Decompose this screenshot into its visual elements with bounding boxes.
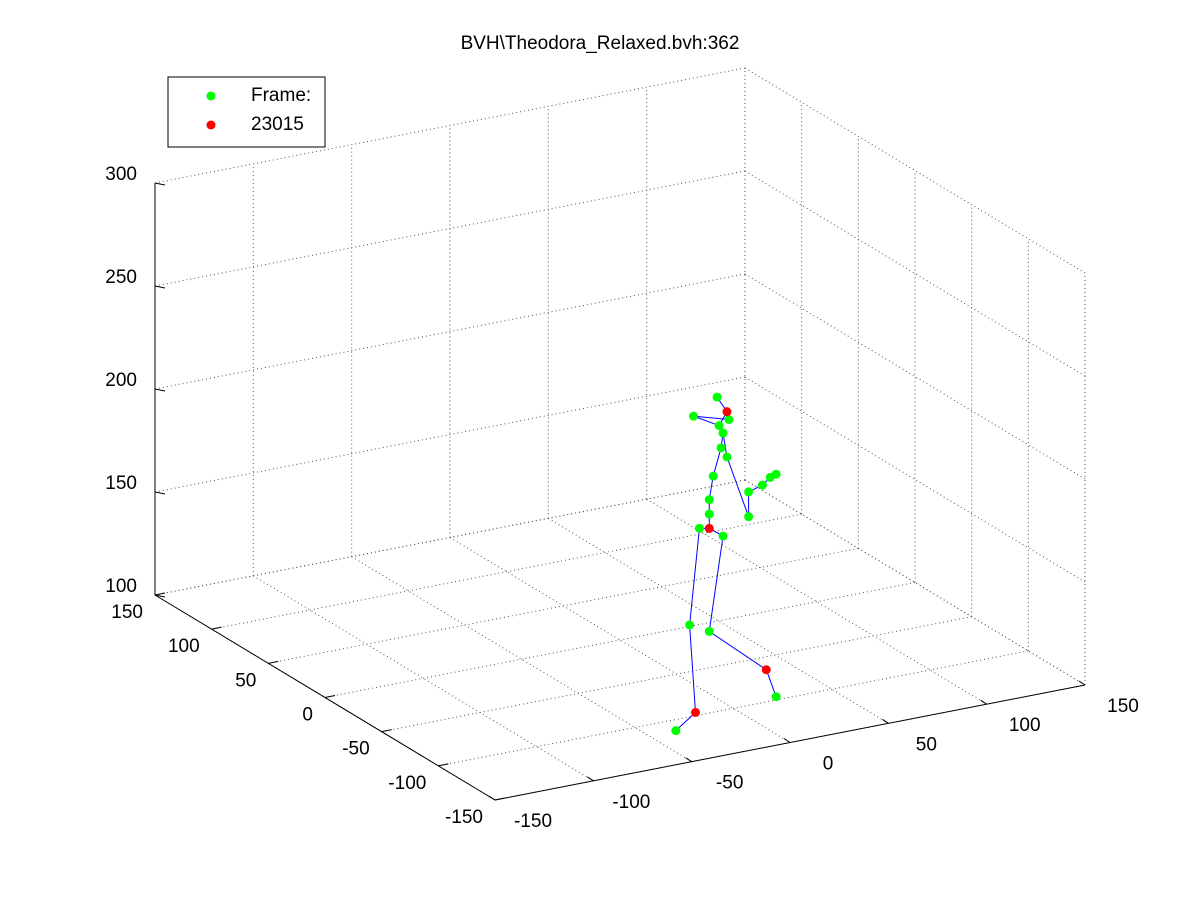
joint-point bbox=[689, 411, 699, 421]
grid-line bbox=[381, 616, 972, 733]
grid-line bbox=[744, 273, 1086, 480]
y-tick-label: 150 bbox=[111, 602, 143, 623]
y-tick-label: 0 bbox=[302, 705, 313, 726]
y-tick bbox=[211, 626, 222, 630]
grid-line bbox=[154, 376, 746, 493]
z-tick bbox=[154, 388, 166, 392]
grid-line bbox=[154, 273, 746, 390]
y-tick bbox=[438, 763, 449, 767]
x-tick bbox=[685, 757, 692, 763]
grid-line bbox=[324, 582, 916, 698]
x-tick-label: 150 bbox=[1107, 696, 1139, 717]
grid-line bbox=[744, 376, 1086, 583]
joint-point bbox=[691, 707, 700, 717]
x-tick-label: -150 bbox=[514, 811, 552, 832]
x-tick bbox=[980, 699, 987, 705]
joint-point bbox=[694, 523, 704, 533]
x-tick bbox=[1078, 680, 1086, 686]
y-tick-label: -100 bbox=[388, 773, 426, 794]
x-tick bbox=[488, 795, 496, 801]
z-tick-label: 300 bbox=[105, 164, 137, 185]
legend-label: 23015 bbox=[251, 114, 304, 135]
joint-point bbox=[771, 469, 781, 479]
grid-line bbox=[438, 650, 1029, 767]
z-tick bbox=[154, 182, 166, 186]
joint-point bbox=[716, 443, 726, 453]
z-tick bbox=[154, 491, 166, 495]
joint-point bbox=[724, 415, 734, 425]
legend-marker bbox=[206, 120, 216, 130]
legend-marker bbox=[206, 91, 216, 101]
joint-point bbox=[704, 626, 714, 636]
y-tick-label: 50 bbox=[235, 670, 256, 691]
grid-line bbox=[154, 67, 746, 184]
y-tick bbox=[494, 797, 506, 801]
joint-point bbox=[761, 665, 771, 675]
grid-line bbox=[154, 170, 746, 287]
joint-point bbox=[722, 407, 732, 417]
joint-point bbox=[744, 512, 754, 522]
grid-line bbox=[268, 547, 859, 664]
z-tick bbox=[154, 594, 166, 598]
x-tick bbox=[587, 776, 594, 782]
legend: Frame: 23015 bbox=[167, 76, 326, 148]
grid-line bbox=[154, 479, 746, 596]
x-tick bbox=[882, 718, 889, 724]
joint-point bbox=[744, 487, 754, 497]
y-tick-label: -150 bbox=[445, 807, 483, 828]
y-tick bbox=[381, 729, 392, 733]
bone-line bbox=[708, 396, 728, 529]
x-tick-label: 0 bbox=[823, 754, 834, 775]
z-tick-label: 250 bbox=[105, 267, 137, 288]
joint-point bbox=[671, 726, 681, 736]
y-tick bbox=[154, 592, 166, 596]
joint-point bbox=[722, 452, 732, 462]
x-tick-label: 100 bbox=[1009, 715, 1041, 736]
y-tick bbox=[268, 660, 279, 664]
grid-line bbox=[211, 513, 802, 630]
joint-point bbox=[712, 392, 722, 402]
z-tick-label: 100 bbox=[105, 576, 137, 597]
x-tick bbox=[783, 738, 791, 743]
legend-box bbox=[167, 76, 326, 148]
x-tick-label: -50 bbox=[716, 773, 743, 794]
z-tick bbox=[154, 285, 166, 289]
joint-point bbox=[685, 620, 695, 630]
joint-point bbox=[718, 531, 728, 541]
joint-point bbox=[704, 495, 714, 505]
joint-point bbox=[704, 509, 714, 519]
x-tick-label: 50 bbox=[916, 734, 937, 755]
y-tick-label: 100 bbox=[168, 636, 200, 657]
joint-point bbox=[771, 692, 781, 702]
joint-point bbox=[704, 523, 714, 533]
joint-point bbox=[757, 480, 767, 490]
z-tick-label: 200 bbox=[105, 370, 137, 391]
z-tick-label: 150 bbox=[105, 473, 137, 494]
chart-title: BVH\Theodora_Relaxed.bvh:362 bbox=[461, 33, 740, 54]
y-tick bbox=[324, 695, 336, 698]
x-tick-label: -100 bbox=[612, 792, 650, 813]
legend-label: Frame: bbox=[251, 85, 311, 106]
joint-point bbox=[708, 471, 718, 481]
joint-point bbox=[718, 428, 728, 438]
bone-line bbox=[675, 527, 777, 732]
joint-point bbox=[714, 421, 724, 431]
y-tick-label: -50 bbox=[342, 739, 369, 760]
